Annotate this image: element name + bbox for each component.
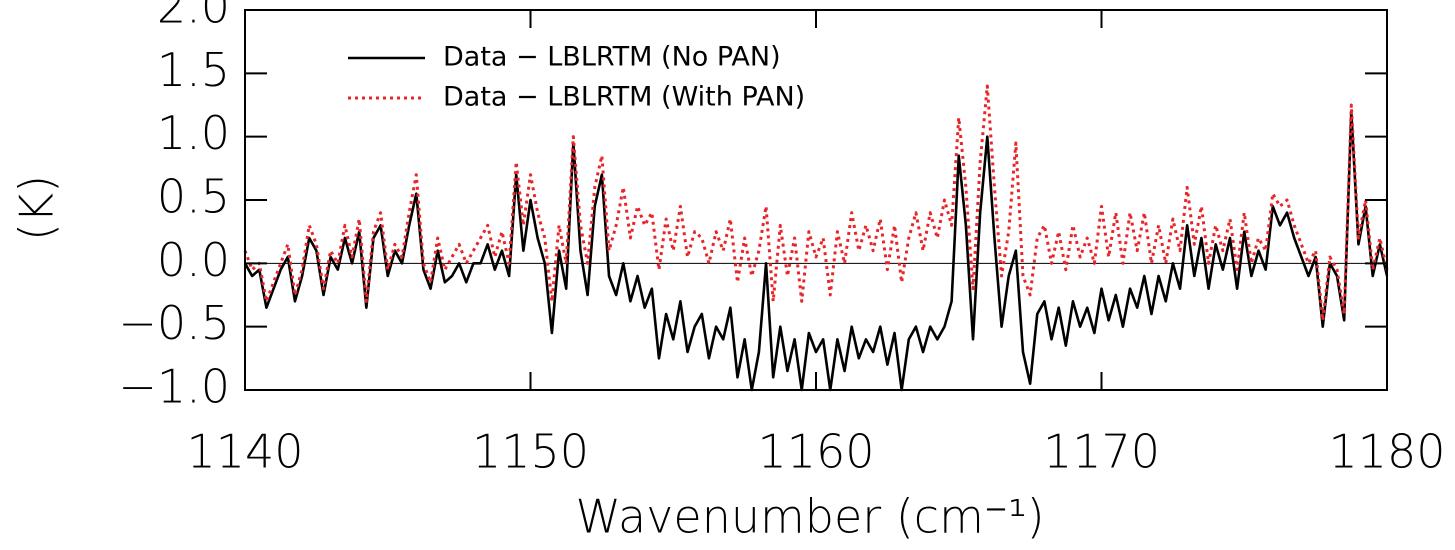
y-tick-label: 0.5 bbox=[157, 170, 230, 224]
data-line bbox=[243, 110, 1389, 392]
y-tick-label: −1.0 bbox=[118, 360, 230, 414]
y-tick-label: −0.5 bbox=[118, 296, 230, 350]
y-tick-label: 1.5 bbox=[157, 43, 230, 97]
data-line bbox=[243, 84, 1389, 322]
x-tick-label: 1140 bbox=[186, 425, 303, 479]
y-axis-label: (K) bbox=[10, 175, 64, 241]
legend-label: Data − LBLRTM (With PAN) bbox=[443, 82, 805, 113]
x-axis-label: Wavenumber (cm⁻¹) bbox=[575, 490, 1044, 544]
x-tick-label: 1170 bbox=[1043, 425, 1160, 479]
x-tick-label: 1160 bbox=[757, 425, 874, 479]
x-tick-label: 1150 bbox=[472, 425, 589, 479]
x-tick-label: 1180 bbox=[1328, 425, 1445, 479]
y-tick-label: 0.0 bbox=[157, 233, 230, 287]
y-tick-label: 2.0 bbox=[157, 0, 230, 34]
y-tick-label: 1.0 bbox=[157, 106, 230, 160]
legend-label: Data − LBLRTM (No PAN) bbox=[443, 42, 781, 73]
